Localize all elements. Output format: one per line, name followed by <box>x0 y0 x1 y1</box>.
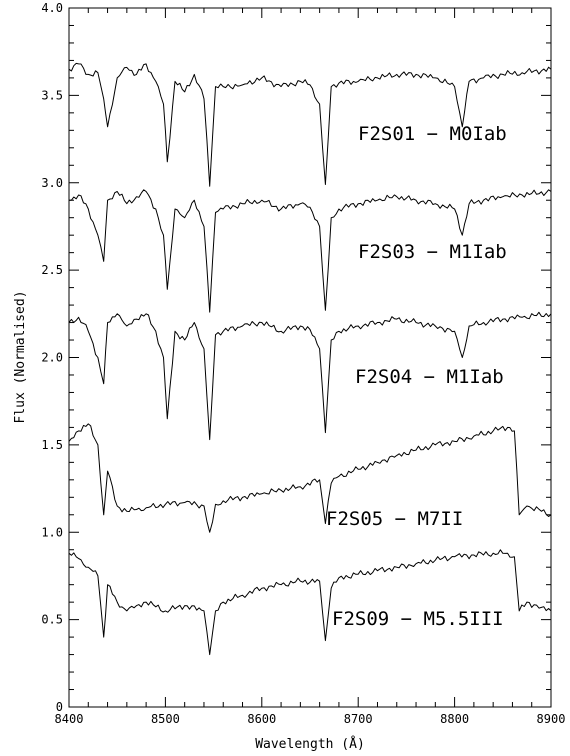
x-tick-label: 8400 <box>55 712 84 726</box>
y-tick-label: 1.0 <box>41 525 63 539</box>
series-label: F2S05 − M7II <box>326 508 463 530</box>
series-label: F2S01 − M0Iab <box>358 123 507 145</box>
y-tick-label: 0.5 <box>41 613 63 627</box>
y-tick-label: 2.0 <box>41 351 63 365</box>
x-axis-label: Wavelength (Å) <box>255 736 365 752</box>
spectrum-line <box>69 189 552 313</box>
y-tick-label: 2.5 <box>41 263 63 277</box>
spectrum-line <box>68 311 552 441</box>
spectrum-line <box>68 62 552 187</box>
x-tick-label: 8700 <box>344 712 373 726</box>
axis-ticks: 8400 8500 8600 8700 8800 8900 0 0.5 1.0 1.5 2.0 2.5… <box>41 1 565 726</box>
series-label: F2S09 − M5.5III <box>332 608 504 630</box>
y-tick-label: 4.0 <box>41 1 63 15</box>
series-label: F2S04 − M1Iab <box>355 366 504 388</box>
series-labels: F2S01 − M0Iab F2S03 − M1Iab F2S04 − M1Iab F… <box>326 123 507 630</box>
x-tick-label: 8500 <box>151 712 180 726</box>
series-label: F2S03 − M1Iab <box>358 241 507 263</box>
x-tick-label: 8600 <box>247 712 276 726</box>
y-tick-label: 3.5 <box>41 88 63 102</box>
y-tick-label: 1.5 <box>41 438 63 452</box>
spectra-traces <box>68 62 552 656</box>
spectrum-line <box>68 549 552 656</box>
x-tick-label: 8900 <box>537 712 566 726</box>
x-tick-label: 8800 <box>440 712 469 726</box>
y-axis-label: Flux (Normalised) <box>13 290 28 423</box>
spectrum-line <box>68 423 552 533</box>
y-tick-label: 3.0 <box>41 176 63 190</box>
y-tick-label: 0 <box>56 700 63 714</box>
plot-frame <box>68 7 552 708</box>
